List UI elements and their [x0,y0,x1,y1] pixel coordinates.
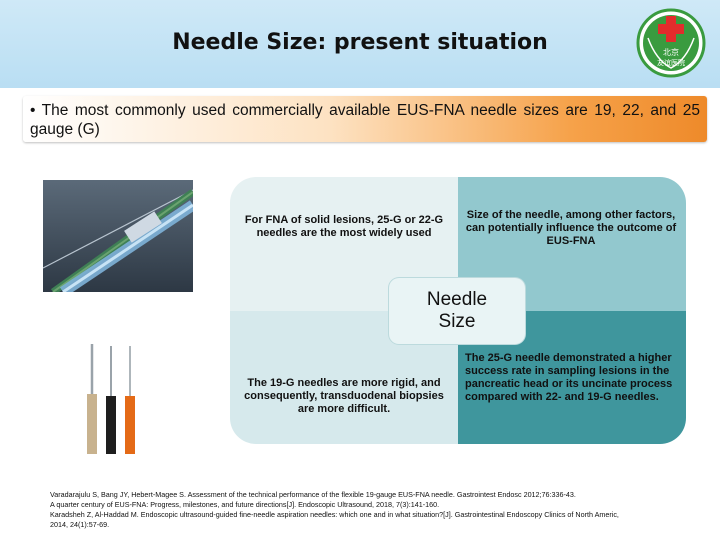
logo-text-line2: 友谊医院 [657,58,685,67]
hospital-logo: 北京 友谊医院 [636,8,706,78]
quadrant-bottom-right-text: The 25-G needle demonstrated a higher su… [465,352,673,403]
needle-device-photo [43,180,193,292]
quadrant-top-right-text: Size of the needle, among other factors,… [465,209,677,247]
logo-text-line1: 北京 [663,47,679,57]
center-label-box: Needle Size [389,278,525,344]
reference-line: Varadarajulu S, Bang JY, Hebert-Magee S.… [50,490,576,499]
reference-line: 2014, 24(1):57-69. [50,520,110,529]
three-needles-photo [80,340,145,454]
reference-line: A quarter century of EUS-FNA: Progress, … [50,500,440,509]
quadrant-top-left-text: For FNA of solid lesions, 25-G or 22-G n… [244,214,444,239]
bullet-text: • The most commonly used commercially av… [30,102,700,138]
bullet-bar [23,96,707,142]
center-label-line1: Needle [426,289,488,310]
center-label-line2: Size [438,311,476,332]
reference-line: Karadsheh Z, Al-Haddad M. Endoscopic ult… [50,510,619,519]
references: Varadarajulu S, Bang JY, Hebert-Magee S.… [50,490,710,530]
header-band [0,0,720,88]
quadrant-bottom-left-text: The 19-G needles are more rigid, and con… [244,377,444,415]
slide-title: Needle Size: present situation [172,30,548,55]
